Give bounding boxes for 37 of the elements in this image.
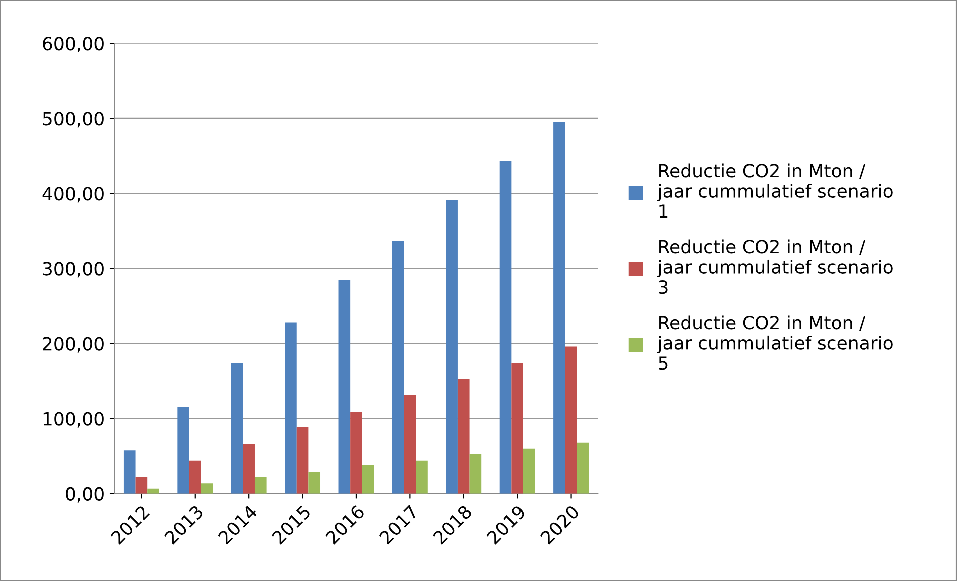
- bar: [404, 396, 416, 494]
- bar: [296, 427, 309, 494]
- bar: [254, 477, 267, 494]
- bar: [350, 412, 362, 494]
- bar: [512, 363, 524, 494]
- y-tick-label: 0,00: [66, 487, 104, 503]
- bar: [392, 240, 404, 494]
- bar: [554, 122, 566, 494]
- bar: [523, 448, 536, 494]
- bar: [565, 346, 578, 494]
- bar: [470, 454, 482, 494]
- bar: [577, 442, 589, 494]
- legend-label: Reductie CO2 in Mton / jaar cummulatief scenario 1: [657, 164, 893, 218]
- y-tick-label: 200,00: [43, 337, 104, 353]
- bar: [201, 484, 214, 494]
- bar: [285, 322, 297, 494]
- bar: [178, 407, 190, 494]
- legend-label: Reductie CO2 in Mton / jaar cummulatief scenario 5: [657, 316, 893, 370]
- y-tick-label: 300,00: [43, 262, 104, 278]
- bar: [148, 488, 160, 494]
- y-tick-label: 600,00: [43, 37, 104, 53]
- bar: [446, 200, 458, 494]
- bar: [308, 472, 321, 494]
- y-tick-label: 100,00: [44, 412, 104, 428]
- bar: [458, 379, 470, 494]
- y-tick-label: 400,00: [42, 187, 104, 203]
- legend-label: Reductie CO2 in Mton / jaar cummulatief scenario 3: [657, 240, 893, 294]
- bar: [362, 465, 374, 494]
- bar: [500, 161, 512, 494]
- bar: [338, 280, 351, 494]
- bar: [124, 450, 136, 494]
- bar: [231, 363, 244, 494]
- bar: [416, 460, 428, 494]
- bar: [243, 444, 255, 494]
- bar: [189, 460, 202, 494]
- y-tick-label: 500,00: [43, 112, 104, 128]
- bar: [136, 477, 148, 494]
